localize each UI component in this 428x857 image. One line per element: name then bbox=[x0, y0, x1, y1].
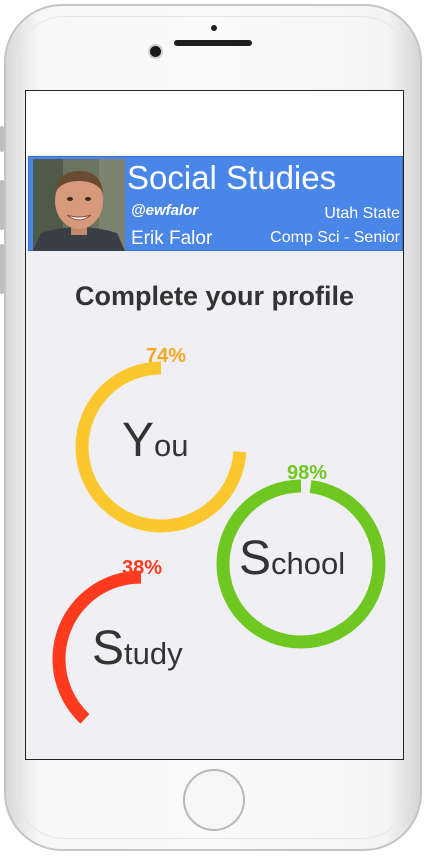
user-school: Utah State bbox=[324, 205, 400, 222]
you-rest: ou bbox=[154, 428, 189, 463]
volume-down-button bbox=[0, 244, 4, 294]
volume-up-button bbox=[0, 180, 4, 230]
study-rest: tudy bbox=[124, 636, 183, 671]
study-percent: 38% bbox=[122, 557, 163, 579]
proximity-sensor bbox=[211, 25, 217, 31]
avatar[interactable] bbox=[33, 159, 125, 251]
school-label[interactable]: School bbox=[239, 531, 345, 586]
phone-bezel bbox=[16, 16, 410, 839]
study-progress-ring[interactable] bbox=[52, 570, 230, 748]
app-screen: Social Studies @ewfalor Erik Falor Utah … bbox=[25, 90, 404, 760]
front-camera-icon bbox=[150, 46, 161, 57]
page-title: Complete your profile bbox=[74, 281, 355, 311]
school-initial: S bbox=[239, 532, 272, 585]
home-button-icon[interactable] bbox=[183, 769, 245, 831]
you-label[interactable]: You bbox=[122, 413, 189, 468]
user-handle[interactable]: @ewfalor bbox=[131, 202, 199, 219]
you-progress-ring[interactable] bbox=[75, 361, 247, 533]
progress-rings bbox=[52, 361, 386, 748]
app-title: Social Studies bbox=[127, 159, 337, 196]
earpiece-speaker bbox=[174, 40, 252, 46]
mute-switch bbox=[0, 126, 4, 152]
study-label[interactable]: Study bbox=[92, 621, 183, 676]
user-name: Erik Falor bbox=[131, 228, 213, 249]
study-initial: S bbox=[92, 622, 125, 675]
school-percent: 98% bbox=[287, 462, 328, 484]
school-rest: chool bbox=[271, 546, 346, 581]
you-percent: 74% bbox=[146, 345, 187, 367]
profile-header: Social Studies @ewfalor Erik Falor Utah … bbox=[28, 156, 403, 251]
you-initial: Y bbox=[122, 414, 155, 467]
school-progress-ring[interactable] bbox=[216, 479, 386, 649]
user-major: Comp Sci - Senior bbox=[270, 229, 400, 246]
status-bar bbox=[26, 91, 403, 155]
profile-photo-icon bbox=[33, 159, 125, 251]
